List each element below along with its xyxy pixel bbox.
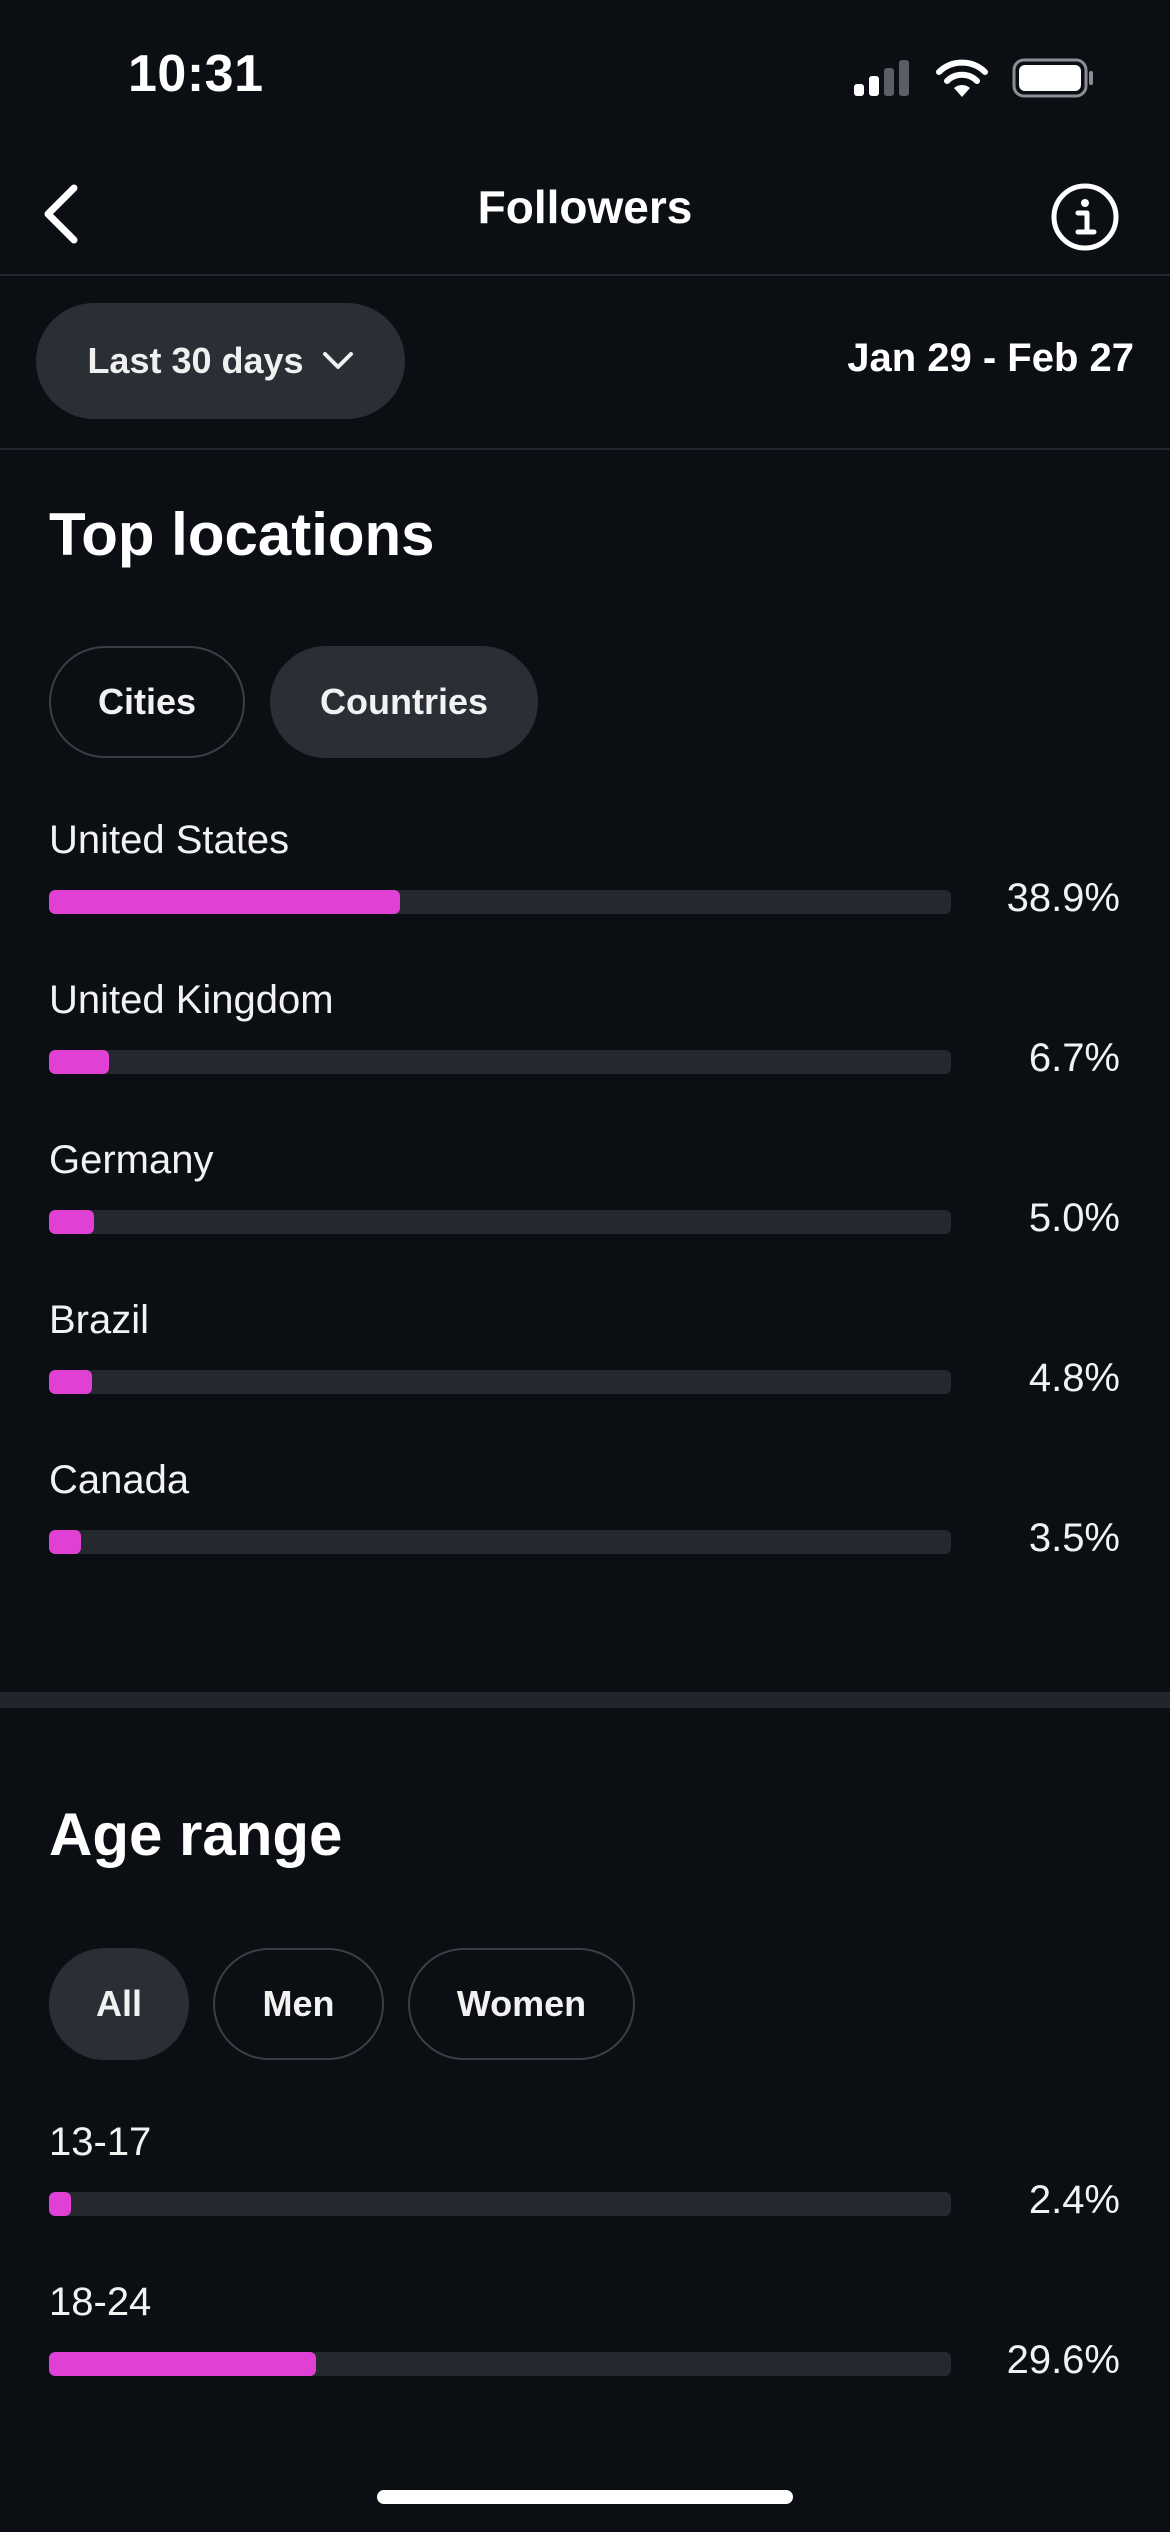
bar-track xyxy=(49,2192,951,2216)
row-value: 6.7% xyxy=(1028,1036,1120,1080)
bar-fill xyxy=(49,1050,109,1074)
tab-women[interactable]: Women xyxy=(408,1948,635,2060)
status-icons xyxy=(852,56,1094,100)
row-label: United Kingdom xyxy=(49,978,334,1022)
bar-track xyxy=(49,1210,951,1234)
section-divider xyxy=(0,1692,1170,1708)
info-button[interactable] xyxy=(1038,170,1132,264)
list-item: Canada 3.5% xyxy=(0,1458,1170,1588)
tab-countries[interactable]: Countries xyxy=(270,646,538,758)
chevron-down-icon xyxy=(322,352,353,369)
bar-track xyxy=(49,2352,951,2376)
bar-track xyxy=(49,890,951,914)
status-time: 10:31 xyxy=(128,45,264,103)
page-title: Followers xyxy=(477,181,693,233)
row-value: 38.9% xyxy=(1006,876,1120,920)
row-label: 18-24 xyxy=(49,2280,152,2324)
list-item: United Kingdom 6.7% xyxy=(0,978,1170,1108)
back-button[interactable] xyxy=(20,174,100,254)
row-label: United States xyxy=(49,818,290,862)
period-dropdown[interactable]: Last 30 days xyxy=(36,303,405,419)
row-label: Canada xyxy=(49,1458,190,1502)
bar-fill xyxy=(49,1530,81,1554)
age-range-title: Age range xyxy=(49,1801,343,1868)
bar-track xyxy=(49,1050,951,1074)
filter-row: Last 30 days Jan 29 - Feb 27 xyxy=(0,276,1170,450)
row-value: 5.0% xyxy=(1028,1196,1120,1240)
bar-track xyxy=(49,1370,951,1394)
list-item: Germany 5.0% xyxy=(0,1138,1170,1268)
info-icon xyxy=(1051,183,1119,251)
row-label: Germany xyxy=(49,1138,214,1182)
row-value: 2.4% xyxy=(1028,2178,1120,2222)
home-indicator[interactable] xyxy=(377,2490,793,2504)
bar-fill xyxy=(49,1370,92,1394)
period-label: Last 30 days xyxy=(87,340,304,381)
status-bar: 10:31 xyxy=(0,0,1170,150)
bar-fill xyxy=(49,890,400,914)
bar-fill xyxy=(49,1210,94,1234)
date-range: Jan 29 - Feb 27 xyxy=(847,336,1134,380)
row-value: 3.5% xyxy=(1028,1516,1120,1560)
battery-icon xyxy=(1012,58,1093,98)
tab-cities[interactable]: Cities xyxy=(49,646,245,758)
list-item: 18-24 29.6% xyxy=(0,2280,1170,2410)
list-item: United States 38.9% xyxy=(0,818,1170,948)
bar-fill xyxy=(49,2192,71,2216)
wifi-icon xyxy=(936,59,988,97)
bar-fill xyxy=(49,2352,316,2376)
header-bar: Followers xyxy=(0,150,1170,276)
top-locations-title: Top locations xyxy=(49,501,435,568)
row-label: 13-17 xyxy=(49,2120,152,2164)
list-item: 13-17 2.4% xyxy=(0,2120,1170,2250)
cellular-signal-icon xyxy=(854,60,909,96)
tab-men[interactable]: Men xyxy=(213,1948,384,2060)
row-value: 29.6% xyxy=(1006,2338,1120,2382)
list-item: Brazil 4.8% xyxy=(0,1298,1170,1428)
chevron-left-icon xyxy=(44,184,78,244)
tab-all[interactable]: All xyxy=(49,1948,189,2060)
row-label: Brazil xyxy=(49,1298,150,1342)
row-value: 4.8% xyxy=(1028,1356,1120,1400)
bar-track xyxy=(49,1530,951,1554)
